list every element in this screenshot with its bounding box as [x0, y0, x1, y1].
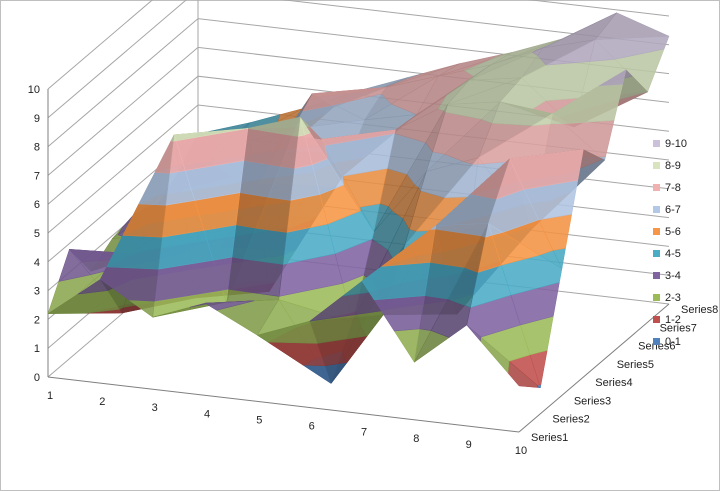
- series-tick-label: Series4: [595, 377, 632, 389]
- surface-facet-47-band-7: [301, 93, 313, 112]
- legend-swatch: [653, 184, 660, 191]
- series-tick-label: Series5: [617, 359, 654, 371]
- series-tick-label: Series8: [681, 304, 718, 316]
- legend-label: 3-4: [665, 270, 681, 282]
- surface-facet-125-band-3: [466, 324, 482, 342]
- surface-facet-117-band-3: [77, 279, 108, 295]
- surface-facet-118-band-3: [99, 266, 159, 302]
- legend-label: 5-6: [665, 226, 681, 238]
- z-tick-label: 1: [34, 343, 40, 355]
- gridline-z-10: [47, 0, 670, 90]
- legend-swatch: [653, 294, 660, 301]
- series-axis-line: [518, 303, 670, 433]
- series-tick-label: Series3: [574, 395, 611, 407]
- surface-facet-118-band-8: [170, 134, 175, 142]
- surface-facet-31-band-7: [390, 75, 439, 115]
- surface-facet-68-band-8: [443, 104, 448, 113]
- x-tick-label: 10: [515, 445, 527, 457]
- legend-swatch: [653, 338, 660, 345]
- surface-facet-121-band-2: [256, 320, 318, 344]
- surface-facet-118-band-6: [138, 172, 170, 206]
- z-tick-label: 2: [34, 314, 40, 326]
- surface: [47, 12, 670, 389]
- legend-swatch: [653, 228, 660, 235]
- surface-facet-123-band-6: [429, 225, 437, 230]
- surface-facet-102-band-8: [292, 117, 301, 137]
- legend: 9-10 8-9 7-8 6-7 5-6 4-5 3-4 2-3 1-2 0-1: [653, 138, 687, 348]
- legend-swatch: [653, 250, 660, 257]
- series-tick-label: Series2: [552, 414, 589, 426]
- legend-label: 9-10: [665, 138, 687, 150]
- x-axis-line: [47, 376, 520, 433]
- surface-facet-69-band-8: [481, 101, 501, 124]
- legend-swatch: [653, 206, 660, 213]
- z-tick-label: 7: [34, 170, 40, 182]
- z-tick-label: 5: [34, 228, 40, 240]
- z-axis-tick-labels: 0 1 2 3 4 5 6 7 8 9 10: [28, 84, 40, 384]
- legend-swatch: [653, 162, 660, 169]
- surface-facet-124-band-6: [481, 223, 489, 238]
- z-tick-label: 10: [28, 84, 40, 96]
- x-tick-label: 9: [466, 439, 472, 451]
- legend-swatch: [653, 316, 660, 323]
- x-tick-label: 2: [99, 396, 105, 408]
- surface-facet-53-band-9: [599, 69, 627, 87]
- legend-label: 0-1: [665, 336, 681, 348]
- x-tick-label: 3: [152, 402, 158, 414]
- surface-facet-33-band-9: [531, 47, 544, 56]
- x-tick-label: 1: [47, 390, 53, 402]
- surface-facet-117-band-2: [47, 290, 120, 314]
- z-tick-label: 3: [34, 286, 40, 298]
- series-axis-tick-labels: Series1 Series2 Series3 Series4 Series5 Serie…: [531, 304, 718, 444]
- z-tick-label: 9: [34, 113, 40, 125]
- x-tick-label: 5: [256, 414, 262, 426]
- legend-swatch: [653, 272, 660, 279]
- z-tick-label: 0: [34, 372, 40, 384]
- legend-label: 7-8: [665, 182, 681, 194]
- surface-facet-87-band-7: [472, 156, 479, 165]
- surface-facet-34-band-9: [545, 39, 596, 66]
- z-tick-label: 8: [34, 142, 40, 154]
- x-tick-label: 7: [361, 427, 367, 439]
- legend-swatch: [653, 140, 660, 147]
- surface-facet-70-band-8: [532, 113, 553, 126]
- surface-facet-121-band-1: [267, 341, 326, 366]
- x-axis-tick-labels: 1 2 3 4 5 6 7 8 9 10: [47, 390, 527, 457]
- surface-facet-123-band-4: [361, 262, 431, 301]
- legend-label: 6-7: [665, 204, 681, 216]
- legend-label: 2-3: [665, 292, 681, 304]
- x-tick-label: 4: [204, 408, 210, 420]
- z-tick-label: 4: [34, 257, 40, 269]
- series-tick-label: Series7: [660, 322, 697, 334]
- surface-facet-120-band-3: [204, 300, 255, 311]
- series-tick-label: Series1: [531, 432, 568, 444]
- surface-facet-86-band-6: [418, 171, 427, 192]
- z-tick-label: 6: [34, 199, 40, 211]
- x-tick-label: 6: [309, 421, 315, 433]
- surface-facet-106-band-7: [470, 158, 511, 200]
- legend-label: 1-2: [665, 314, 681, 326]
- x-tick-label: 8: [413, 433, 419, 445]
- legend-label: 4-5: [665, 248, 681, 260]
- surface-facet-108-band-3: [58, 248, 91, 282]
- series-tick-label: Series6: [638, 341, 675, 353]
- gridline-z-9: [47, 0, 670, 119]
- legend-label: 8-9: [665, 160, 681, 172]
